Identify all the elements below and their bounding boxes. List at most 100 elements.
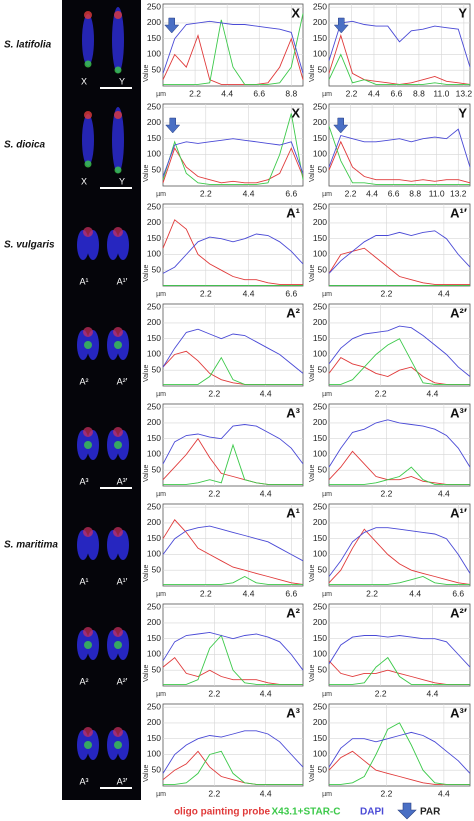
series-line bbox=[162, 424, 304, 465]
signal bbox=[114, 66, 122, 74]
species-label: S. vulgaris bbox=[4, 240, 55, 251]
y-tick-label: 250 bbox=[313, 401, 327, 411]
chart-corner-label: Y bbox=[458, 5, 467, 20]
x-tick-label: 4.4 bbox=[426, 688, 438, 698]
y-tick-label: 100 bbox=[313, 649, 327, 659]
x-tick-label: 4.4 bbox=[243, 188, 255, 198]
chromosome bbox=[77, 630, 89, 660]
plot-area bbox=[328, 603, 471, 687]
micrograph-label: A² bbox=[80, 376, 89, 386]
plot-area bbox=[162, 603, 304, 687]
x-axis-label: µm bbox=[322, 391, 332, 398]
chart-corner-label: Y bbox=[458, 105, 467, 120]
x-tick-label: 8.8 bbox=[409, 188, 421, 198]
signal bbox=[113, 427, 123, 437]
signal bbox=[113, 527, 123, 537]
series-line bbox=[162, 138, 304, 177]
par-arrow bbox=[333, 17, 349, 34]
series-line bbox=[163, 750, 303, 785]
signal bbox=[114, 341, 122, 349]
x-axis-label: µm bbox=[322, 591, 332, 598]
legend-arrow bbox=[397, 802, 417, 820]
legend-label: oligo painting probe bbox=[174, 807, 271, 818]
legend: oligo painting probe X43.1+STAR-C DAPI P… bbox=[174, 802, 441, 820]
chromosome bbox=[112, 107, 124, 173]
y-tick-label: 100 bbox=[147, 449, 161, 459]
x-tick-label: 2.2 bbox=[366, 588, 378, 598]
plot-area bbox=[162, 303, 304, 387]
y-tick-label: 100 bbox=[147, 749, 161, 759]
signal bbox=[113, 727, 123, 737]
chromosome bbox=[77, 330, 89, 360]
signal bbox=[114, 741, 122, 749]
par-arrow bbox=[164, 17, 180, 34]
y-tick-label: 100 bbox=[147, 249, 161, 259]
y-axis-label: Value bbox=[309, 565, 316, 582]
y-axis-label: Value bbox=[143, 765, 150, 782]
y-axis-label: Value bbox=[309, 65, 316, 82]
signal bbox=[83, 427, 93, 437]
x-tick-label: 2.2 bbox=[200, 188, 212, 198]
x-axis-label: µm bbox=[322, 91, 332, 98]
micrograph-label: A¹ bbox=[80, 576, 89, 586]
chromosome bbox=[117, 430, 129, 460]
x-tick-label: 6.6 bbox=[388, 188, 400, 198]
series-line bbox=[162, 20, 304, 74]
y-tick-label: 250 bbox=[313, 1, 327, 11]
chromosome bbox=[77, 730, 89, 760]
y-tick-label: 50 bbox=[152, 164, 162, 174]
y-tick-label: 50 bbox=[318, 564, 328, 574]
y-tick-label: 100 bbox=[147, 349, 161, 359]
y-tick-label: 150 bbox=[147, 333, 161, 343]
series-line bbox=[162, 219, 303, 285]
x-tick-label: 2.2 bbox=[208, 688, 220, 698]
chart-corner-label: A¹′ bbox=[450, 205, 467, 220]
x-tick-label: 4.4 bbox=[409, 588, 421, 598]
chromosome bbox=[107, 730, 119, 760]
y-tick-label: 100 bbox=[147, 149, 161, 159]
signal bbox=[114, 441, 122, 449]
micrograph-label: A³ bbox=[80, 776, 89, 786]
series-line bbox=[163, 634, 303, 685]
x-tick-label: 2.2 bbox=[381, 788, 393, 798]
chart-corner-label: A³′ bbox=[450, 405, 467, 420]
micrograph-label: Y bbox=[119, 176, 125, 186]
chromosome bbox=[117, 630, 129, 660]
y-tick-label: 250 bbox=[147, 301, 161, 311]
micrograph-label: X bbox=[81, 176, 87, 186]
x-tick-label: 6.6 bbox=[285, 588, 297, 598]
x-tick-label: 2.2 bbox=[208, 788, 220, 798]
y-tick-label: 50 bbox=[152, 564, 162, 574]
series-line bbox=[162, 519, 304, 585]
x-tick-label: 4.4 bbox=[438, 788, 450, 798]
series-line bbox=[329, 656, 470, 685]
chromosome bbox=[77, 430, 89, 460]
signal bbox=[114, 641, 122, 649]
chart-corner-label: A¹′ bbox=[450, 505, 467, 520]
series-line bbox=[328, 528, 471, 585]
signal bbox=[83, 527, 93, 537]
y-tick-label: 150 bbox=[147, 733, 161, 743]
plot-area bbox=[328, 303, 471, 387]
signal bbox=[83, 627, 93, 637]
y-tick-label: 200 bbox=[147, 17, 161, 27]
y-tick-label: 200 bbox=[313, 617, 327, 627]
series-line bbox=[328, 20, 471, 68]
series-line bbox=[329, 576, 470, 585]
y-tick-label: 50 bbox=[318, 764, 328, 774]
chromosome bbox=[87, 630, 99, 660]
plot-area bbox=[162, 3, 304, 87]
y-tick-label: 200 bbox=[313, 117, 327, 127]
y-tick-label: 200 bbox=[147, 517, 161, 527]
series-line bbox=[328, 125, 470, 185]
series-line bbox=[163, 575, 303, 585]
y-tick-label: 50 bbox=[318, 264, 328, 274]
x-tick-label: 8.8 bbox=[285, 88, 297, 98]
y-tick-label: 150 bbox=[147, 633, 161, 643]
x-tick-label: 4.4 bbox=[243, 588, 255, 598]
y-axis-label: Value bbox=[143, 365, 150, 382]
plot-area bbox=[328, 3, 471, 87]
signal bbox=[83, 227, 93, 237]
chart-corner-label: A³ bbox=[286, 405, 300, 420]
series-line bbox=[162, 328, 304, 374]
